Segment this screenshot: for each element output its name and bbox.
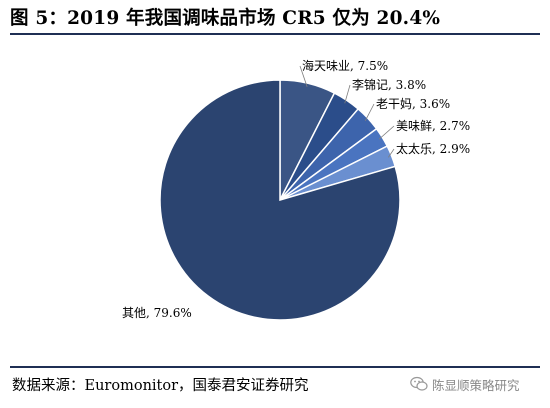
leader-line-太太乐 — [387, 148, 395, 158]
watermark-text: 陈显顺策略研究 — [432, 377, 520, 393]
chart-title: 图 5：2019 年我国调味品市场 CR5 仅为 20.4% — [10, 8, 441, 29]
top-rule — [10, 33, 540, 35]
bottom-rule — [10, 366, 540, 368]
slice-label-太太乐: 太太乐, 2.9% — [396, 141, 470, 156]
slice-labels: 海天味业, 7.5% 李锦记, 3.8% 老干妈, 3.6% 美味鲜, 2.7% 太太乐… — [122, 58, 470, 320]
leader-lines — [299, 65, 395, 158]
leader-line-李锦记 — [344, 84, 351, 104]
pie-slices — [159, 79, 401, 321]
wechat-icon — [410, 376, 428, 391]
pie-slice-其他 — [159, 79, 401, 321]
watermark: 陈显顺策略研究 — [410, 372, 520, 396]
leader-line-美味鲜 — [378, 125, 395, 140]
slice-label-老干妈: 老干妈, 3.6% — [376, 97, 450, 111]
leader-line-老干妈 — [364, 103, 375, 121]
slice-label-海天味业: 海天味业, 7.5% — [302, 58, 388, 73]
leader-line-海天味业 — [299, 65, 308, 87]
slice-label-其他: 其他, 79.6% — [122, 306, 192, 320]
data-source: 数据来源：Euromonitor，国泰君安证券研究 — [12, 378, 309, 394]
slice-label-李锦记: 李锦记, 3.8% — [352, 77, 426, 92]
slice-label-美味鲜: 美味鲜, 2.7% — [396, 119, 470, 133]
